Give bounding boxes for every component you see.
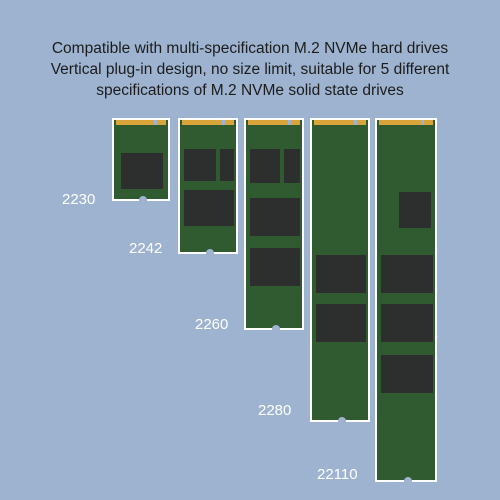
mount-notch	[272, 325, 280, 330]
chip	[250, 198, 300, 236]
chip	[184, 149, 216, 181]
chip	[381, 304, 433, 342]
chip	[121, 153, 163, 189]
key-notch	[288, 120, 291, 125]
key-notch	[354, 120, 357, 125]
size-label-2260: 2260	[195, 316, 229, 333]
chip	[316, 304, 366, 342]
gold-contacts	[116, 120, 166, 125]
mount-notch	[206, 249, 214, 254]
chip	[316, 255, 366, 293]
gold-contacts	[182, 120, 234, 125]
headline-line-3: specifications of M.2 NVMe solid state d…	[96, 82, 404, 99]
ssd-2230	[112, 118, 170, 201]
ssd-2260	[244, 118, 304, 330]
chip	[381, 355, 433, 393]
ssd-2280	[310, 118, 370, 422]
chip	[220, 149, 234, 181]
gold-contacts	[379, 120, 433, 125]
headline: Compatible with multi-specification M.2 …	[0, 38, 500, 101]
gold-contacts	[314, 120, 366, 125]
chip	[250, 248, 300, 286]
chip	[250, 149, 280, 183]
chip	[399, 192, 431, 228]
gold-contacts	[248, 120, 300, 125]
size-label-2280: 2280	[258, 402, 292, 419]
headline-line-1: Compatible with multi-specification M.2 …	[51, 40, 449, 57]
mount-notch	[139, 196, 147, 201]
chip	[184, 190, 234, 226]
ssd-22110	[375, 118, 437, 482]
key-notch	[222, 120, 225, 125]
headline-line-2: Vertical plug-in design, no size limit, …	[50, 61, 450, 78]
mount-notch	[338, 417, 346, 422]
chip	[381, 255, 433, 293]
size-label-2230: 2230	[62, 191, 96, 208]
size-label-2242: 2242	[129, 240, 163, 257]
chip	[284, 149, 300, 183]
size-label-22110: 22110	[317, 466, 358, 483]
key-notch	[421, 120, 424, 125]
mount-notch	[404, 477, 412, 482]
key-notch	[154, 120, 157, 125]
ssd-2242	[178, 118, 238, 254]
